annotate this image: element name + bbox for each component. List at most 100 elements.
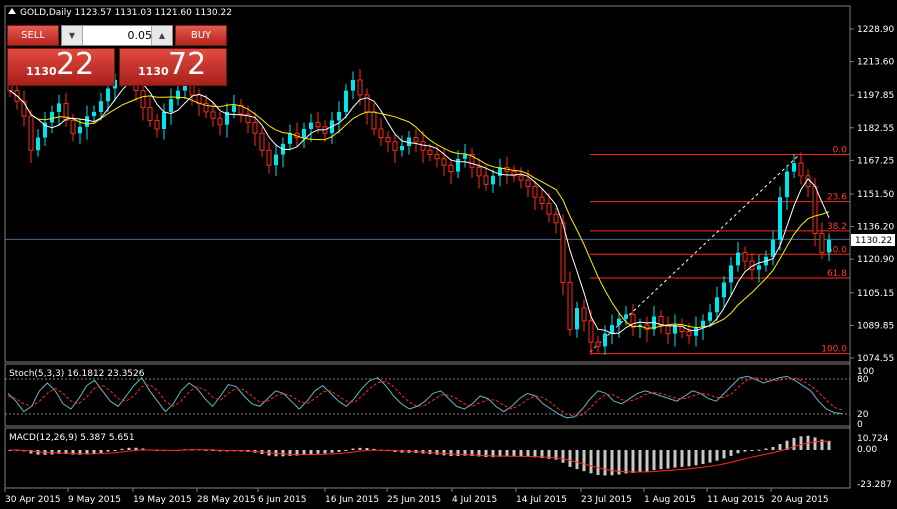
candle-body-bull — [722, 282, 726, 298]
candle-body-bear — [511, 171, 517, 177]
date-tick-label: 6 Jun 2015 — [258, 495, 306, 505]
macd-bar — [295, 450, 299, 456]
macd-bar — [358, 447, 362, 450]
candle-body-bear — [518, 175, 524, 181]
macd-bar — [652, 450, 656, 471]
candle-body-bull — [57, 103, 61, 112]
lot-decrease-icon[interactable]: ▼ — [62, 26, 83, 45]
macd-histogram — [8, 435, 831, 476]
candle-body-bull — [610, 325, 614, 334]
candle-body-bear — [420, 141, 426, 151]
candle-body-bear — [392, 141, 398, 151]
macd-bar — [764, 448, 768, 450]
buy-button[interactable]: BUY — [175, 25, 227, 46]
macd-title: MACD(12,26,9) 5.387 5.651 — [9, 433, 135, 443]
macd-bar — [533, 450, 537, 458]
candle-body-bear — [154, 119, 160, 130]
candle-body-bear — [315, 122, 321, 128]
stoch-signal-line — [7, 377, 843, 417]
macd-bar — [757, 449, 761, 451]
sell-button[interactable]: SELL — [7, 25, 59, 46]
candle-body-bull — [302, 128, 306, 138]
lot-increase-icon[interactable]: ▲ — [151, 26, 172, 45]
macd-bar — [211, 450, 215, 451]
macd-bar — [568, 450, 572, 467]
macd-bar — [99, 450, 103, 453]
macd-bar — [596, 450, 600, 476]
macd-bar — [673, 450, 677, 468]
candle-body-bull — [85, 116, 89, 127]
macd-bar — [456, 450, 460, 456]
candle-body-bull — [274, 154, 278, 166]
candle-body-bear — [819, 232, 825, 254]
candle-body-bear — [434, 154, 440, 160]
candle-body-bull — [337, 111, 341, 121]
candle-body-bull — [400, 146, 404, 151]
macd-bar — [50, 450, 54, 455]
macd-bar — [512, 450, 516, 457]
macd-bar — [589, 450, 593, 474]
candle-body-bear — [588, 320, 594, 343]
candle-body-bull — [113, 79, 117, 89]
macd-bar — [330, 450, 334, 453]
candle-body-bull — [827, 239, 831, 253]
macd-bar — [624, 450, 628, 474]
candle-body-bull — [36, 137, 40, 151]
candle-body-bear — [812, 186, 818, 234]
candle-body-bull — [771, 239, 775, 257]
macd-bar — [540, 450, 544, 458]
candle-body-bull — [498, 167, 502, 176]
one-click-trading-panel: SELL ▼ ▲ BUY 1130 22 1130 72 — [7, 23, 227, 88]
candle-body-bear — [483, 175, 489, 185]
macd-bar — [743, 450, 747, 452]
candle-body-bull — [456, 158, 460, 172]
candle-body-bull — [176, 90, 180, 100]
macd-bar — [631, 450, 635, 473]
macd-bar — [449, 450, 453, 457]
candle-body-bull — [162, 111, 166, 129]
collapse-triangle-icon[interactable] — [8, 8, 16, 14]
price-axis: 1228.90 1213.60 1197.85 1182.55 1167.25 1151.… — [850, 25, 894, 364]
candle-body-bear — [441, 158, 447, 166]
candle-body-bull — [736, 252, 740, 266]
macd-bar — [120, 448, 124, 450]
macd-signal-line — [9, 440, 830, 473]
macd-bar — [729, 450, 733, 456]
macd-bar — [659, 450, 663, 470]
candle-body-bull — [43, 122, 47, 138]
candle-body-bull — [708, 312, 712, 321]
stoch-main-line — [7, 375, 843, 419]
macd-bar — [561, 450, 565, 463]
price-tick-label: 1151.50 — [857, 190, 894, 200]
fib-level-label: 38.2 — [827, 222, 847, 232]
price-tick-label: 1136.20 — [857, 223, 894, 233]
macd-bar — [344, 450, 348, 451]
macd-bar — [337, 450, 341, 452]
macd-tick-label: 0.00 — [857, 445, 877, 455]
macd-bar — [141, 448, 145, 450]
candle-body-bull — [183, 84, 187, 91]
macd-bar — [316, 450, 320, 454]
sell-price-button[interactable]: 1130 22 — [7, 47, 115, 86]
buy-price-button[interactable]: 1130 72 — [119, 47, 227, 86]
candle-body-bear — [798, 162, 804, 177]
lot-size-input[interactable] — [84, 27, 154, 44]
fibonacci-retracement[interactable]: 0.0 23.6 38.2 50.0 61.8 100.0 — [590, 146, 850, 355]
current-price-tag: 1130.22 — [851, 234, 895, 246]
time-axis: 30 Apr 2015 9 May 2015 19 May 2015 28 May 2… — [4, 488, 829, 505]
candle-body-bear — [742, 252, 748, 262]
candle-body-bull — [785, 171, 789, 198]
macd-bar — [505, 450, 509, 457]
candle-body-bear — [245, 113, 251, 124]
fib-level-label: 50.0 — [827, 245, 847, 255]
macd-bar — [323, 450, 327, 454]
candle-body-bear — [413, 136, 419, 143]
candle-body-bear — [553, 213, 559, 224]
macd-bar — [442, 450, 446, 456]
date-tick-label: 16 Jun 2015 — [325, 495, 379, 505]
candle-body-bear — [28, 115, 34, 151]
stoch-title: Stoch(5,3,3) 16.1812 23.3526 — [9, 369, 145, 379]
date-tick-label: 23 Jul 2015 — [581, 495, 632, 505]
